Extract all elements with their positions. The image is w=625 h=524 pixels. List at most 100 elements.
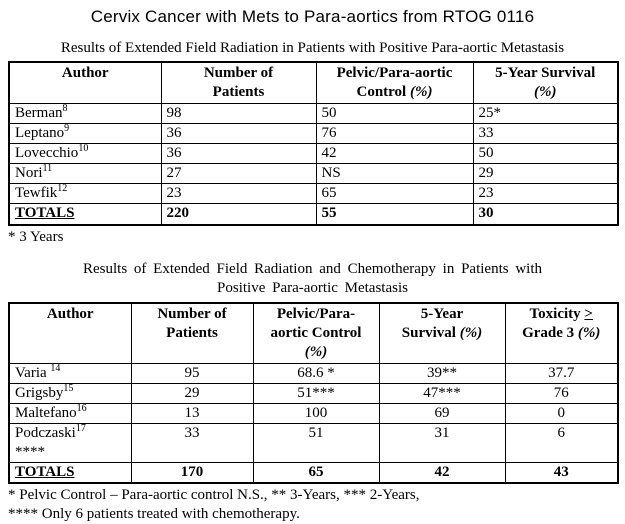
toxicity-cell: 37.7 — [504, 362, 619, 384]
totals-row: TOTALS 220 55 30 — [8, 203, 619, 225]
reference-superscript: 11 — [42, 163, 53, 174]
header-label: Survival — [401, 324, 456, 341]
column-header-control: Pelvic/Para-aortic Control (%) — [315, 61, 474, 104]
toxicity-cell: 76 — [504, 382, 619, 404]
author-name: Leptano — [15, 125, 65, 141]
control-cell: 100 — [252, 402, 380, 424]
control-cell: 51 — [252, 422, 380, 463]
totals-label-cell: TOTALS — [8, 461, 132, 484]
table-row: Grigsby15 29 51*** 47*** 76 — [8, 382, 619, 404]
header-percent-label: (%) — [577, 324, 601, 341]
column-header-author: Author — [8, 302, 132, 364]
header-label: Author — [61, 65, 109, 81]
totals-row: TOTALS 170 65 42 43 — [8, 461, 619, 484]
totals-label: TOTALS — [15, 205, 75, 221]
header-label: 5-Year Survival — [495, 65, 596, 81]
header-label: aortic Control — [270, 324, 362, 341]
totals-patients-cell: 170 — [130, 461, 254, 484]
table2-footnote: * Pelvic Control – Para-aortic control N… — [8, 486, 625, 524]
caption-line: Positive Para-aortic Metastasis — [217, 279, 408, 296]
table1-footnote: * 3 Years — [8, 228, 64, 245]
header-label: Toxicity — [529, 305, 581, 322]
author-name: Berman — [15, 105, 63, 121]
author-name: Lovecchio — [15, 145, 79, 161]
totals-survival-cell: 42 — [378, 461, 506, 484]
table-row: Lovecchio10 36 42 50 — [8, 143, 619, 164]
header-label: Pelvic/Para- — [276, 305, 356, 322]
totals-toxicity-cell: 43 — [504, 461, 619, 484]
author-cell: Varia 14 — [8, 362, 132, 384]
author-cell: Tewfik12 — [8, 183, 162, 204]
survival-cell: 33 — [472, 123, 619, 144]
patients-cell: 33 — [130, 422, 254, 463]
reference-superscript: 9 — [64, 123, 70, 134]
header-label: Number of — [203, 65, 274, 81]
header-label: Patients — [212, 84, 265, 100]
patients-cell: 36 — [160, 123, 317, 144]
table-radiation-only: Author Number of Patients Pelvic/Para-ao… — [8, 61, 619, 226]
table-row: Tewfik12 23 65 23 — [8, 183, 619, 204]
reference-superscript: 10 — [78, 143, 89, 154]
patients-cell: 36 — [160, 143, 317, 164]
author-name: Podczaski — [15, 424, 76, 441]
header-label: Number of — [157, 305, 227, 322]
author-cell: Nori11 — [8, 163, 162, 184]
control-cell: 68.6 * — [252, 362, 380, 384]
page-title: Cervix Cancer with Mets to Para-aortics … — [90, 7, 535, 26]
patients-cell: 29 — [130, 382, 254, 404]
table-row: Podczaski17 **** 33 51 31 6 — [8, 422, 619, 463]
reference-superscript: 16 — [76, 403, 87, 414]
totals-patients-cell: 220 — [160, 203, 317, 225]
author-footnote-marks: **** — [15, 443, 45, 460]
totals-survival-cell: 30 — [472, 203, 619, 225]
table-row: Leptano9 36 76 33 — [8, 123, 619, 144]
reference-superscript: 15 — [63, 383, 74, 394]
column-header-survival: 5-Year Survival (%) — [472, 61, 619, 104]
survival-cell: 39** — [378, 362, 506, 384]
column-header-survival: 5-Year Survival (%) — [378, 302, 506, 364]
author-name: Grigsby — [15, 384, 64, 401]
author-name: Tewfik — [15, 185, 58, 201]
table-row: Nori11 27 NS 29 — [8, 163, 619, 184]
header-label: Author — [46, 305, 94, 322]
totals-control-cell: 55 — [315, 203, 474, 225]
header-label: Pelvic/Para-aortic — [336, 65, 453, 81]
header-label: Grade 3 — [522, 324, 575, 341]
table2-caption: Results of Extended Field Radiation and … — [0, 260, 625, 298]
survival-cell: 47*** — [378, 382, 506, 404]
header-label: Control — [356, 84, 407, 100]
footnote-line: * Pelvic Control – Para-aortic control N… — [8, 487, 420, 503]
header-percent-label: (%) — [534, 84, 557, 100]
survival-cell: 29 — [472, 163, 619, 184]
survival-cell: 69 — [378, 402, 506, 424]
patients-cell: 13 — [130, 402, 254, 424]
survival-cell: 23 — [472, 183, 619, 204]
totals-label-cell: TOTALS — [8, 203, 162, 225]
control-cell: 65 — [315, 183, 474, 204]
greater-equal-symbol: > — [584, 305, 593, 322]
survival-cell: 50 — [472, 143, 619, 164]
table1-caption: Results of Extended Field Radiation in P… — [60, 40, 565, 56]
survival-cell: 31 — [378, 422, 506, 463]
table-row: Maltefano16 13 100 69 0 — [8, 402, 619, 424]
column-header-toxicity: Toxicity > Grade 3 (%) — [504, 302, 619, 364]
author-cell: Leptano9 — [8, 123, 162, 144]
patients-cell: 27 — [160, 163, 317, 184]
reference-superscript: 14 — [50, 363, 61, 374]
control-cell: 42 — [315, 143, 474, 164]
column-header-author: Author — [8, 61, 162, 104]
column-header-patients: Number of Patients — [130, 302, 254, 364]
header-percent-label: (%) — [409, 84, 433, 100]
header-label: 5-Year — [420, 305, 464, 322]
reference-superscript: 12 — [57, 183, 68, 194]
control-cell: 51*** — [252, 382, 380, 404]
table-radiation-chemotherapy: Author Number of Patients Pelvic/Para- a… — [8, 301, 619, 484]
author-name: Nori — [15, 165, 43, 181]
control-cell: NS — [315, 163, 474, 184]
header-percent-label: (%) — [304, 343, 328, 360]
toxicity-cell: 0 — [504, 402, 619, 424]
author-cell: Grigsby15 — [8, 382, 132, 404]
toxicity-cell: 6 — [504, 422, 619, 463]
table-row: Varia 14 95 68.6 * 39** 37.7 — [8, 362, 619, 384]
reference-superscript: 17 — [75, 423, 86, 434]
